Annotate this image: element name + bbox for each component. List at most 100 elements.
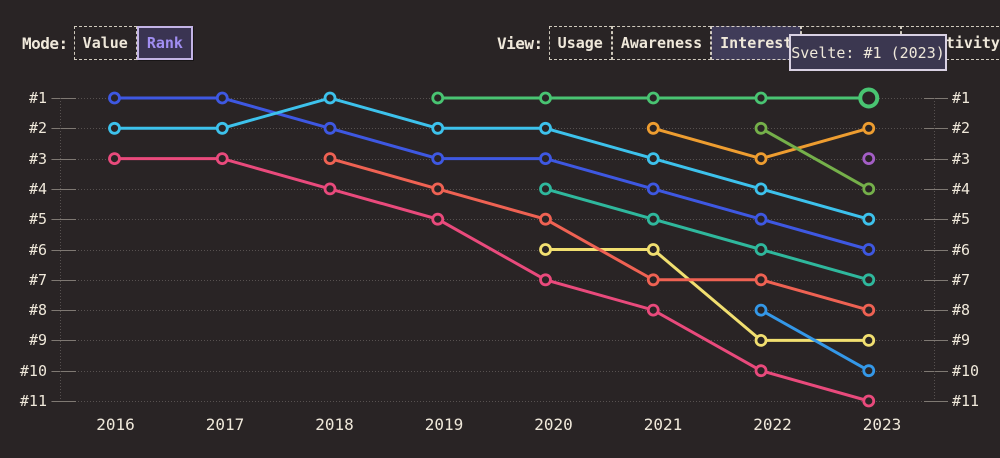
data-point-yellow-2020[interactable] <box>539 243 552 256</box>
axis-tick <box>924 279 948 281</box>
data-point-orange-2022[interactable] <box>754 152 768 166</box>
data-point-cyan-2023[interactable] <box>862 212 876 226</box>
left-axis-line <box>60 98 61 401</box>
data-point-cyan-2016[interactable] <box>108 121 121 135</box>
data-point-svelte-2020[interactable] <box>539 91 552 105</box>
data-point-cyan-2018[interactable] <box>323 91 337 105</box>
rank-label-right: #8 <box>952 301 971 320</box>
data-point-light-green-2023[interactable] <box>862 182 876 196</box>
rank-label-left: #3 <box>28 149 47 168</box>
data-point-pink-2017[interactable] <box>215 152 229 166</box>
data-point-blue-2023[interactable] <box>862 243 876 256</box>
year-label: 2016 <box>96 415 135 434</box>
data-point-blue-2020[interactable] <box>539 152 552 166</box>
data-point-teal-2020[interactable] <box>539 182 552 196</box>
axis-tick <box>924 188 948 190</box>
data-point-orange-2021[interactable] <box>646 121 660 135</box>
year-label: 2018 <box>315 415 354 434</box>
rank-label-left: #6 <box>28 240 47 259</box>
mode-option-rank[interactable]: Rank <box>136 26 193 60</box>
data-point-pink-2016[interactable] <box>108 152 121 166</box>
data-point-salmon-2020[interactable] <box>539 212 552 226</box>
data-point-cyan-2022[interactable] <box>754 182 768 196</box>
data-point-svelte-2021[interactable] <box>646 91 660 105</box>
data-point-teal-2022[interactable] <box>754 243 768 256</box>
data-point-pink-2019[interactable] <box>431 212 445 226</box>
rank-label-left: #10 <box>19 361 47 380</box>
axis-tick <box>924 340 948 342</box>
data-point-cyan-2021[interactable] <box>646 152 660 166</box>
mode-toggle: Value Rank <box>73 26 193 60</box>
rank-label-left: #4 <box>28 179 47 198</box>
data-point-svelte-2023[interactable] <box>858 87 880 109</box>
year-label: 2023 <box>862 415 902 434</box>
data-point-pink-2022[interactable] <box>754 364 768 378</box>
data-point-salmon-2019[interactable] <box>431 182 445 196</box>
rank-gridline <box>51 370 948 372</box>
data-point-salmon-2022[interactable] <box>754 273 768 287</box>
data-point-blue-2021[interactable] <box>646 182 660 196</box>
axis-tick <box>924 158 948 160</box>
rank-label-left: #8 <box>28 301 47 320</box>
view-option-usage[interactable]: Usage <box>548 26 612 60</box>
view-option-interest[interactable]: Interest <box>711 26 802 60</box>
data-point-salmon-2021[interactable] <box>646 273 660 287</box>
axis-tick <box>52 370 76 372</box>
data-point-pink-2021[interactable] <box>646 303 660 317</box>
rank-label-right: #5 <box>952 210 971 229</box>
data-point-blue-2022[interactable] <box>754 212 768 226</box>
axis-tick <box>52 310 76 312</box>
mode-group: Mode: Value Rank <box>22 26 193 60</box>
data-point-cyan-2017[interactable] <box>215 121 229 135</box>
data-point-pink-2020[interactable] <box>539 273 552 287</box>
data-point-svelte-2019[interactable] <box>431 91 445 105</box>
mode-option-value[interactable]: Value <box>73 26 137 60</box>
axis-tick <box>52 279 76 281</box>
data-point-purple-2023[interactable] <box>862 152 876 166</box>
series-line-pink <box>113 157 871 403</box>
axis-tick <box>924 98 948 99</box>
year-label: 2017 <box>205 415 245 434</box>
data-point-salmon-2018[interactable] <box>323 152 337 166</box>
axis-tick <box>52 128 76 130</box>
data-point-azure-2022[interactable] <box>754 303 768 317</box>
rank-label-left: #2 <box>28 119 47 138</box>
data-point-cyan-2020[interactable] <box>539 121 552 135</box>
axis-tick <box>52 158 76 160</box>
axis-tick <box>924 310 948 312</box>
rank-label-right: #4 <box>952 179 971 198</box>
data-point-blue-2018[interactable] <box>323 121 337 135</box>
rank-gridline <box>51 249 948 251</box>
data-point-pink-2018[interactable] <box>323 182 337 196</box>
axis-tick <box>52 401 76 402</box>
axis-tick <box>924 249 948 251</box>
data-point-teal-2021[interactable] <box>646 212 660 226</box>
data-point-yellow-2022[interactable] <box>754 333 768 347</box>
data-point-salmon-2023[interactable] <box>862 303 876 317</box>
data-point-blue-2017[interactable] <box>215 91 229 105</box>
axis-tick <box>52 219 76 221</box>
year-label: 2021 <box>643 415 683 434</box>
data-point-light-green-2022[interactable] <box>754 121 768 135</box>
data-point-blue-2016[interactable] <box>108 91 121 105</box>
series-line-teal <box>544 187 871 282</box>
data-point-svelte-2022[interactable] <box>754 91 768 105</box>
data-point-blue-2019[interactable] <box>431 152 445 166</box>
chart-tooltip: Svelte: #1 (2023) <box>789 34 947 71</box>
view-option-awareness[interactable]: Awareness <box>611 26 712 60</box>
year-label: 2022 <box>753 415 792 434</box>
data-point-yellow-2023[interactable] <box>862 333 876 347</box>
rank-label-left: #11 <box>19 392 47 410</box>
data-point-azure-2023[interactable] <box>862 364 876 378</box>
rank-gridline <box>51 219 948 221</box>
data-point-pink-2023[interactable] <box>862 394 876 408</box>
data-point-cyan-2019[interactable] <box>431 121 445 135</box>
data-point-teal-2023[interactable] <box>862 273 876 287</box>
series-line-azure <box>759 308 871 373</box>
rank-gridline <box>51 279 948 281</box>
data-point-yellow-2021[interactable] <box>646 243 660 256</box>
data-point-orange-2023[interactable] <box>862 121 876 135</box>
